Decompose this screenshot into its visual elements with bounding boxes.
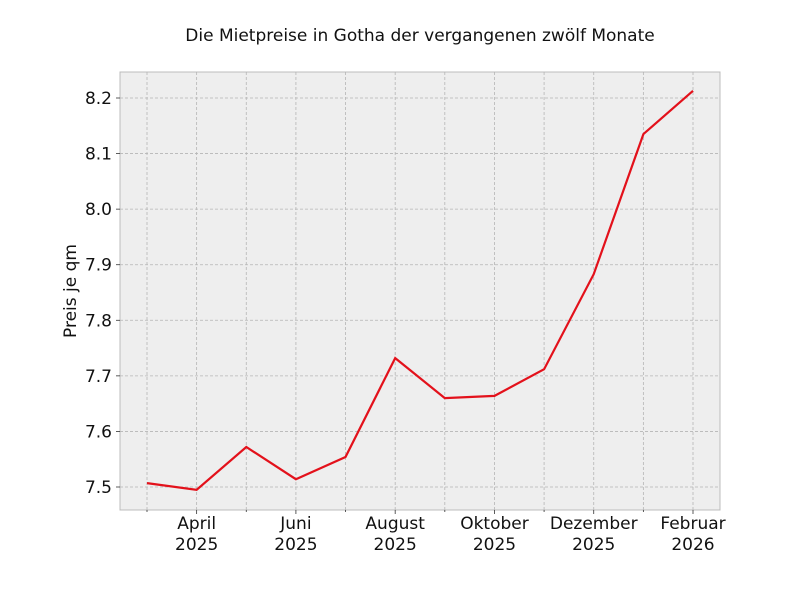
x-tick-label-year: 2025 [374,535,417,555]
y-tick-label: 8.1 [85,145,112,165]
y-tick-label: 7.8 [85,311,112,331]
x-axis-ticks: April2025Juni2025August2025Oktober2025De… [146,510,726,555]
plot-area [119,71,721,511]
x-tick-label-month: Oktober [460,514,529,534]
y-tick-label: 8.0 [85,200,112,220]
x-tick-label-month: Juni [279,514,311,534]
x-tick-label-year: 2025 [473,535,516,555]
y-tick-label: 7.6 [85,422,112,442]
x-tick-label-year: 2025 [274,535,317,555]
y-tick-label: 7.5 [85,478,112,498]
y-axis-ticks: 7.5 7.6 7.7 7.8 7.9 8.0 8.1 8.2 [85,89,120,498]
y-tick-label: 8.2 [85,89,112,109]
chart-title: Die Mietpreise in Gotha der vergangenen … [185,26,655,46]
x-tick-label-year: 2026 [671,535,714,555]
grid-lines [120,72,720,510]
y-tick-label: 7.9 [85,256,112,276]
x-tick-label-month: August [365,514,425,534]
x-tick-label-month: April [177,514,216,534]
x-tick-label-month: Februar [660,514,725,534]
price-line [146,89,694,491]
x-tick-label-month: Dezember [550,514,638,534]
x-tick-label-year: 2025 [175,535,218,555]
y-tick-label: 7.7 [85,367,112,387]
x-tick-label-year: 2025 [572,535,615,555]
